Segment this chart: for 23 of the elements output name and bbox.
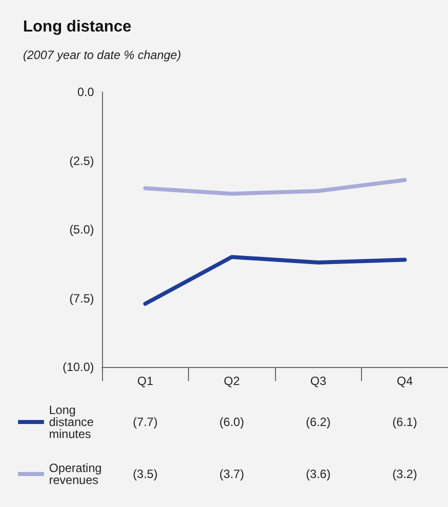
y-tick-label: 0.0 <box>77 85 94 99</box>
chart-title: Long distance <box>23 18 132 36</box>
data-label: (6.1) <box>392 415 418 429</box>
data-label: (3.2) <box>392 467 418 481</box>
chart-subtitle: (2007 year to date % change) <box>23 48 182 62</box>
x-tick-label: Q1 <box>137 374 154 388</box>
x-tick-label: Q4 <box>396 374 414 388</box>
x-tick-label: Q2 <box>224 374 240 388</box>
y-tick-label: (10.0) <box>62 360 94 374</box>
data-label: (3.7) <box>219 467 244 481</box>
data-label: (3.5) <box>132 467 158 481</box>
line-series <box>143 178 407 196</box>
legend-label: Long distance minutes <box>49 403 95 441</box>
x-tick-label: Q3 <box>310 374 327 388</box>
y-tick-label: (5.0) <box>69 222 94 236</box>
line-series <box>143 255 407 306</box>
legend-label: Operating revenues <box>49 461 103 487</box>
data-label: (3.6) <box>306 467 331 481</box>
data-label: (7.7) <box>132 415 158 429</box>
y-tick-label: (7.5) <box>69 291 94 306</box>
y-tick-label: (2.5) <box>69 154 94 168</box>
data-label: (6.2) <box>306 415 331 429</box>
data-label: (6.0) <box>219 415 244 429</box>
